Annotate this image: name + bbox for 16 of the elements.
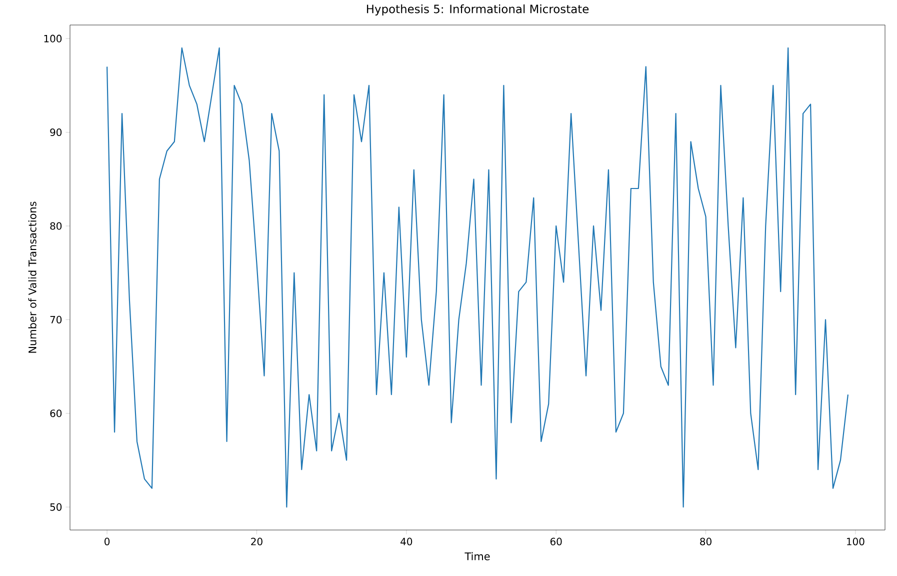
y-tick-label: 80 (50, 222, 62, 230)
chart-title: Hypothesis 5: Informational Microstate (366, 4, 589, 16)
line-series (106, 47, 849, 508)
x-tick-label: 20 (251, 538, 262, 546)
x-tick-label: 40 (400, 538, 412, 546)
y-tick-label: 100 (44, 34, 62, 42)
y-axis-title: Number of Valid Transactions (28, 202, 36, 353)
y-tick-label: 70 (50, 316, 62, 324)
x-tick-label: 0 (104, 538, 110, 546)
y-tick-label: 90 (50, 128, 62, 136)
y-tick-label: 50 (50, 503, 62, 511)
x-axis-title: Time (464, 552, 490, 560)
x-tick-label: 60 (550, 538, 562, 546)
x-tick-label: 100 (847, 538, 864, 546)
x-tick-label: 80 (700, 538, 712, 546)
y-tick-label: 60 (50, 410, 62, 418)
